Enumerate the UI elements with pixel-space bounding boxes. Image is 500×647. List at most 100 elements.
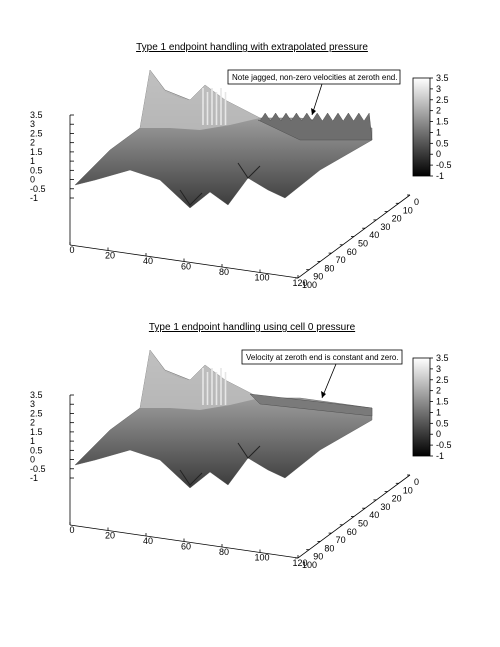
zeroth-end-flat bbox=[249, 393, 373, 417]
z-tick-label: 0 bbox=[30, 175, 35, 185]
x-tick-label: 120 bbox=[292, 278, 307, 288]
y-tick-label: 0 bbox=[414, 477, 419, 487]
colorbar-tick-label: 2.5 bbox=[436, 375, 449, 385]
annotation-text: Note jagged, non-zero velocities at zero… bbox=[232, 73, 397, 82]
z-tick-label: 2 bbox=[30, 418, 35, 428]
y-tick-label: 10 bbox=[403, 485, 413, 495]
x-tick-label: 100 bbox=[254, 553, 269, 563]
z-tick-label: -0.5 bbox=[30, 464, 46, 474]
y-tick-label: 30 bbox=[380, 222, 390, 232]
colorbar-tick-label: -1 bbox=[436, 451, 444, 461]
annotation-arrow bbox=[321, 363, 337, 399]
colorbar-tick-label: 2.5 bbox=[436, 95, 449, 105]
surface-trough bbox=[179, 189, 203, 206]
surface-peak bbox=[140, 70, 260, 130]
y-tick-label: 50 bbox=[358, 239, 368, 249]
chart-title: Type 1 endpoint handling using cell 0 pr… bbox=[149, 322, 356, 333]
x-tick-label: 20 bbox=[105, 531, 115, 541]
z-tick-label: 2.5 bbox=[30, 128, 43, 138]
y-tick-label: 80 bbox=[324, 543, 334, 553]
z-tick-label: 0.5 bbox=[30, 445, 43, 455]
z-tick-label: 1 bbox=[30, 156, 35, 166]
colorbar-tick-label: 1 bbox=[436, 407, 441, 417]
colorbar-tick-label: 3 bbox=[436, 364, 441, 374]
annotation-text: Velocity at zeroth end is constant and z… bbox=[246, 353, 399, 362]
surface-plot-1: Type 1 endpoint handling with extrapolat… bbox=[30, 42, 452, 290]
colorbar-tick-label: 0 bbox=[436, 149, 441, 159]
z-tick-label: 0 bbox=[30, 455, 35, 465]
y-tick-label: 60 bbox=[347, 247, 357, 257]
z-tick-label: 1.5 bbox=[30, 147, 43, 157]
surface-plot-2: Type 1 endpoint handling using cell 0 pr… bbox=[30, 322, 452, 570]
y-tick-label: 50 bbox=[358, 519, 368, 529]
y-tick-label: 70 bbox=[336, 535, 346, 545]
y-tick-label: 40 bbox=[369, 230, 379, 240]
x-tick-label: 80 bbox=[219, 267, 229, 277]
z-tick-label: -1 bbox=[30, 473, 38, 483]
x-tick-label: 20 bbox=[105, 251, 115, 261]
z-tick-label: 0.5 bbox=[30, 165, 43, 175]
z-tick-label: 3.5 bbox=[30, 390, 43, 400]
z-tick-label: 3 bbox=[30, 399, 35, 409]
z-tick-label: 1.5 bbox=[30, 427, 43, 437]
z-tick-label: 3.5 bbox=[30, 110, 43, 120]
z-tick-label: 2.5 bbox=[30, 408, 43, 418]
z-tick-label: -0.5 bbox=[30, 184, 46, 194]
colorbar-tick-label: 2 bbox=[436, 106, 441, 116]
surface-trough bbox=[237, 162, 261, 179]
colorbar-tick-label: 1.5 bbox=[436, 397, 449, 407]
z-tick-label: 3 bbox=[30, 119, 35, 129]
floor-axes bbox=[69, 474, 411, 559]
y-tick-label: 40 bbox=[369, 510, 379, 520]
surface-trough bbox=[237, 442, 261, 459]
annotation-box bbox=[241, 349, 403, 365]
z-tick-label: 2 bbox=[30, 138, 35, 148]
colorbar-tick-label: -1 bbox=[436, 171, 444, 181]
x-tick-label: 40 bbox=[143, 256, 153, 266]
colorbar bbox=[412, 357, 431, 457]
annotation-arrowhead bbox=[321, 391, 326, 398]
y-tick-label: 100 bbox=[302, 560, 317, 570]
y-tick-label: 20 bbox=[392, 214, 402, 224]
z-tick-label: 1 bbox=[30, 436, 35, 446]
colorbar-tick-label: 3.5 bbox=[436, 73, 449, 83]
surface-body bbox=[74, 349, 373, 489]
colorbar-tick-label: 0.5 bbox=[436, 138, 449, 148]
y-tick-label: 100 bbox=[302, 280, 317, 290]
y-tick-label: 60 bbox=[347, 527, 357, 537]
y-tick-label: 70 bbox=[336, 255, 346, 265]
floor-axes bbox=[69, 194, 411, 279]
colorbar-tick-label: 2 bbox=[436, 386, 441, 396]
x-tick-label: 60 bbox=[181, 542, 191, 552]
y-tick-label: 20 bbox=[392, 494, 402, 504]
colorbar-tick-label: 0 bbox=[436, 429, 441, 439]
y-tick-label: 10 bbox=[403, 205, 413, 215]
annotation-box bbox=[227, 69, 401, 85]
x-tick-label: 0 bbox=[69, 245, 74, 255]
z-tick-label: -1 bbox=[30, 193, 38, 203]
x-tick-label: 40 bbox=[143, 536, 153, 546]
colorbar-tick-label: 3 bbox=[436, 84, 441, 94]
colorbar-tick-label: -0.5 bbox=[436, 160, 452, 170]
x-tick-label: 60 bbox=[181, 262, 191, 272]
colorbar-tick-label: 0.5 bbox=[436, 418, 449, 428]
y-tick-label: 90 bbox=[313, 272, 323, 282]
x-tick-label: 100 bbox=[254, 273, 269, 283]
x-tick-label: 0 bbox=[69, 525, 74, 535]
x-tick-label: 80 bbox=[219, 547, 229, 557]
colorbar-tick-label: -0.5 bbox=[436, 440, 452, 450]
surface-peak bbox=[140, 350, 260, 410]
y-tick-label: 90 bbox=[313, 552, 323, 562]
colorbar-tick-label: 1 bbox=[436, 127, 441, 137]
y-tick-label: 80 bbox=[324, 263, 334, 273]
colorbar bbox=[412, 77, 431, 177]
annotation-arrowhead bbox=[311, 108, 316, 115]
surface-trough bbox=[179, 469, 203, 486]
colorbar-tick-label: 3.5 bbox=[436, 353, 449, 363]
y-tick-label: 0 bbox=[414, 197, 419, 207]
chart-title: Type 1 endpoint handling with extrapolat… bbox=[136, 42, 368, 53]
zeroth-end-jagged bbox=[257, 112, 373, 141]
colorbar-tick-label: 1.5 bbox=[436, 117, 449, 127]
y-tick-label: 30 bbox=[380, 502, 390, 512]
